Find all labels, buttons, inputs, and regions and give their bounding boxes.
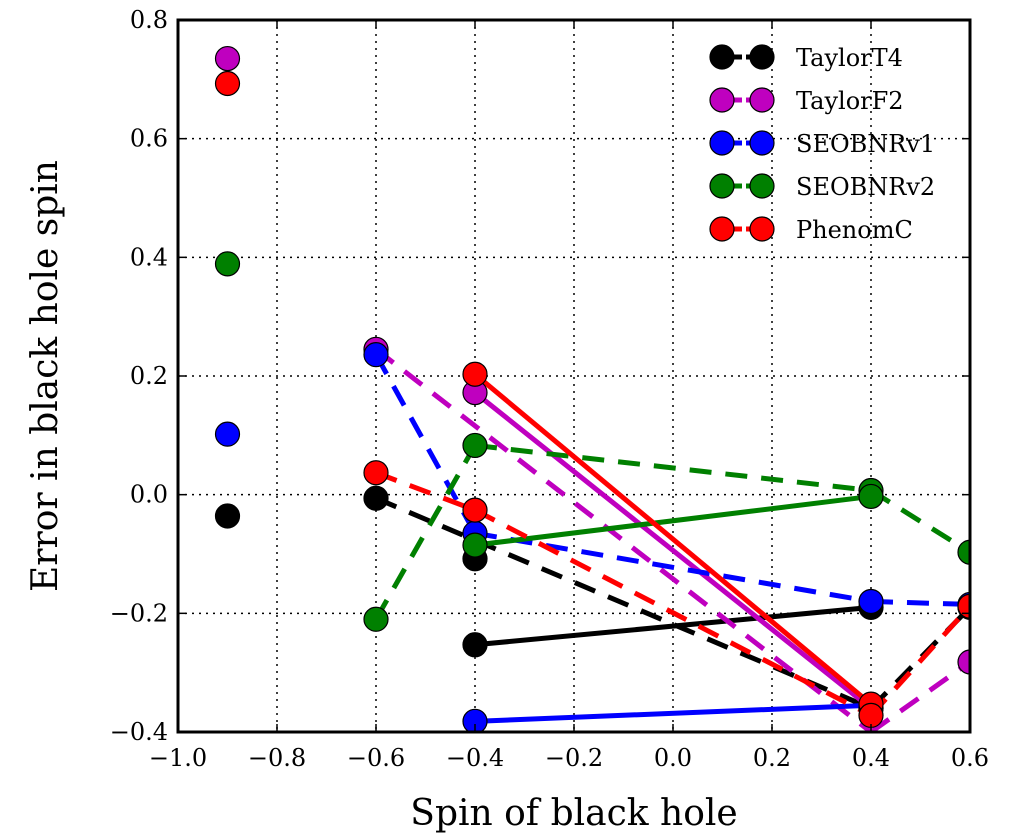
phenomc-marker xyxy=(214,70,241,97)
x-tick-label: 0.6 xyxy=(951,744,989,772)
phenomc-marker xyxy=(858,702,884,728)
legend-entry-taylorf2: TaylorF2 xyxy=(709,87,904,115)
legend-label-taylort4: TaylorT4 xyxy=(796,44,903,72)
y-tick-label: 0.4 xyxy=(130,243,168,271)
legend-label-seobnrv2: SEOBNRv2 xyxy=(796,173,935,201)
seobnrv2-marker xyxy=(214,251,241,277)
seobnrv2-marker xyxy=(957,539,970,565)
x-tick-label: 0.0 xyxy=(654,744,692,772)
seobnrv1-segment xyxy=(474,530,872,604)
taylorf2-segment xyxy=(374,347,873,732)
seobnrv1-marker xyxy=(462,708,488,732)
legend-marker-taylort4 xyxy=(749,44,775,70)
taylort4-segment xyxy=(375,495,872,711)
taylort4-segment xyxy=(474,604,872,648)
taylorf2-segment xyxy=(869,659,970,732)
y-tick-label: 0.6 xyxy=(130,125,168,153)
x-tick-label: −0.4 xyxy=(446,744,504,772)
legend-entry-phenomc: PhenomC xyxy=(709,216,913,244)
taylort4-marker xyxy=(363,485,389,511)
phenomc-marker xyxy=(462,361,488,387)
legend-marker-seobnrv1 xyxy=(709,130,735,156)
seobnrv2-marker xyxy=(858,483,884,510)
y-tick-label: −0.4 xyxy=(110,718,168,746)
legend-marker-seobnrv2 xyxy=(749,173,775,199)
phenomc-segment xyxy=(375,470,476,513)
x-tick-label: 0.4 xyxy=(852,744,890,772)
y-axis-title: Error in black hole spin xyxy=(25,160,66,592)
seobnrv1-marker xyxy=(214,421,241,447)
seobnrv2-segment xyxy=(869,488,970,555)
phenomc-segment xyxy=(869,604,970,718)
phenomc-marker xyxy=(957,593,970,619)
seobnrv2-segment xyxy=(474,493,872,548)
phenomc-marker xyxy=(462,497,488,523)
x-tick-label: −0.6 xyxy=(347,744,405,772)
legend-entry-seobnrv1: SEOBNRv1 xyxy=(709,130,935,158)
seobnrv2-marker xyxy=(462,432,488,459)
legend-label-taylorf2: TaylorF2 xyxy=(796,87,904,115)
seobnrv2-marker xyxy=(462,532,488,558)
phenomc-segment xyxy=(473,372,873,707)
taylort4-marker xyxy=(214,503,241,529)
legend-marker-seobnrv1 xyxy=(749,130,775,156)
legend-marker-taylorf2 xyxy=(749,87,775,113)
seobnrv1-marker xyxy=(363,342,389,368)
series-group xyxy=(214,45,970,732)
x-axis-title: Spin of black hole xyxy=(410,793,737,834)
y-tick-label: 0.8 xyxy=(130,6,168,34)
ticks: −1.0 −0.8 −0.6 −0.4 −0.2 0.0 0.2 0.4 0.6 −0.4 −0.2… xyxy=(110,6,989,772)
seobnrv1-marker xyxy=(858,588,884,615)
x-tick-label: 0.2 xyxy=(753,744,791,772)
legend: TaylorT4 TaylorF2 SEOBNRv1 SEOBNRv2 PhenomC xyxy=(709,44,935,244)
seobnrv1-segment xyxy=(870,598,970,607)
legend-label-phenomc: PhenomC xyxy=(796,216,913,244)
taylorf2-marker xyxy=(957,649,970,675)
phenomc-segment xyxy=(473,507,873,718)
legend-entry-taylort4: TaylorT4 xyxy=(709,44,903,72)
grid xyxy=(178,20,970,732)
taylort4-marker xyxy=(462,632,488,658)
x-tick-label: −0.2 xyxy=(545,744,603,772)
y-tick-label: 0.0 xyxy=(130,481,168,509)
legend-marker-taylort4 xyxy=(709,44,735,70)
legend-marker-phenomc xyxy=(709,216,735,242)
taylorf2-segment xyxy=(473,390,873,711)
y-tick-label: 0.2 xyxy=(130,362,168,390)
seobnrv2-marker xyxy=(363,606,389,632)
y-tick-label: −0.2 xyxy=(110,599,168,627)
phenomc-marker xyxy=(363,460,389,486)
x-tick-label: −0.8 xyxy=(248,744,306,772)
legend-marker-phenomc xyxy=(749,216,775,242)
legend-marker-seobnrv2 xyxy=(709,173,735,199)
legend-label-seobnrv1: SEOBNRv1 xyxy=(796,130,935,158)
taylorf2-marker xyxy=(214,45,241,72)
legend-entry-seobnrv2: SEOBNRv2 xyxy=(709,173,935,201)
seobnrv1-segment xyxy=(474,702,872,724)
legend-marker-taylorf2 xyxy=(709,87,735,113)
seobnrv2-segment xyxy=(474,442,872,493)
x-tick-label: −1.0 xyxy=(149,744,207,772)
